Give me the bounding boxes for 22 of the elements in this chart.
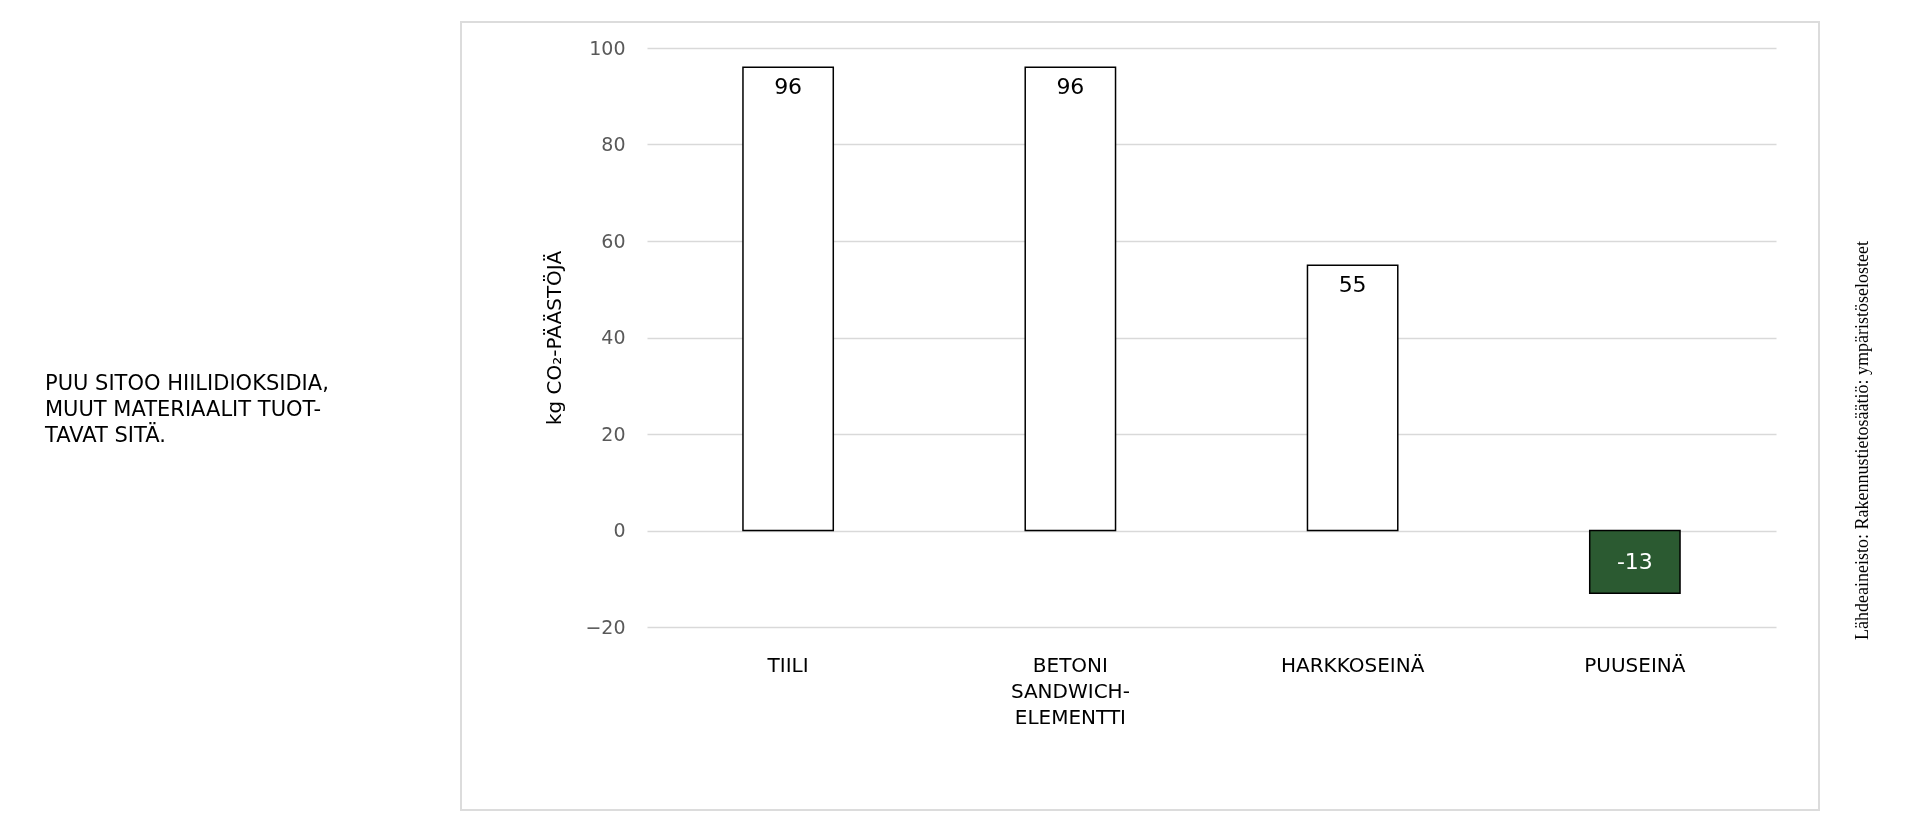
data-label: -13 bbox=[1616, 548, 1653, 574]
x-tick-label: PUUSEINÄ bbox=[1584, 652, 1686, 677]
bar bbox=[1024, 66, 1117, 532]
x-tick-label: TIILI bbox=[766, 652, 809, 677]
y-tick-label: 0 bbox=[613, 519, 626, 541]
bar bbox=[1588, 529, 1681, 594]
data-label: 96 bbox=[774, 74, 803, 100]
y-tick-label: 80 bbox=[601, 133, 626, 155]
y-tick-label: −20 bbox=[585, 615, 626, 638]
text: Lähdeaineisto: Rakennustietosäätiö: ympäristöselosteet bbox=[1852, 240, 1873, 640]
bar bbox=[742, 66, 835, 532]
data-label: 96 bbox=[1056, 74, 1085, 100]
y-tick-label: 60 bbox=[601, 229, 626, 252]
y-tick-label: 40 bbox=[601, 326, 626, 348]
x-tick-label: HARKKOSEINÄ bbox=[1280, 652, 1425, 677]
y-tick-label: 100 bbox=[589, 36, 626, 59]
text: PUU SITOO HIILIDIOKSIDIA, MUUT MATERIAALIT TUOT-TAVAT SITÄ. bbox=[45, 370, 330, 448]
data-label: 55 bbox=[1338, 272, 1367, 298]
bar bbox=[1306, 264, 1399, 532]
x-tick-label: BETONI SANDWICH-ELEMENTTI bbox=[1010, 652, 1130, 729]
y-axis-title: kg CO₂-PÄÄSTÖJÄ bbox=[542, 250, 567, 426]
y-tick-label: 20 bbox=[601, 422, 626, 445]
